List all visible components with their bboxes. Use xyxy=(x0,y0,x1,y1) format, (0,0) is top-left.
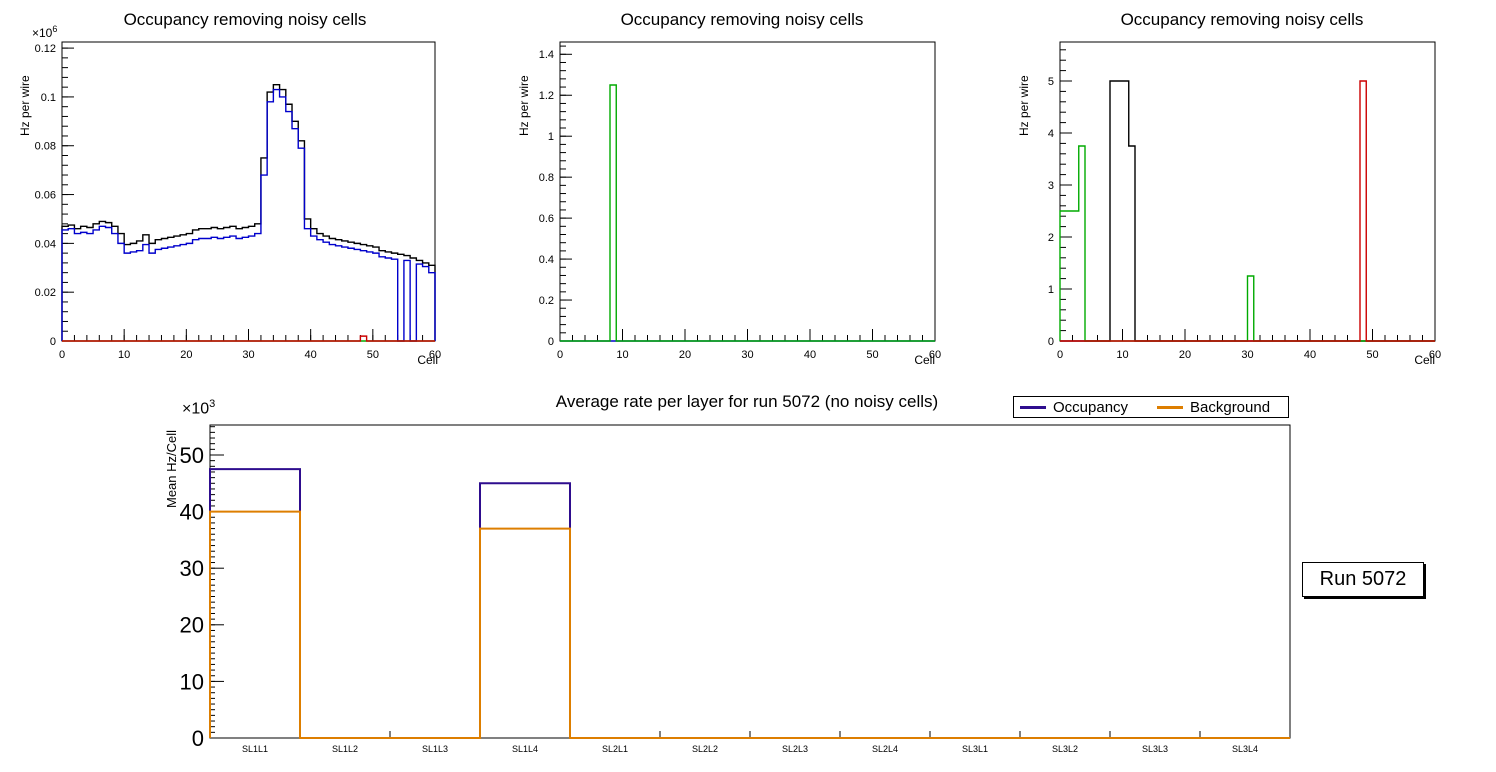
svg-text:10: 10 xyxy=(118,349,130,361)
svg-text:0.08: 0.08 xyxy=(35,141,56,153)
background-line-swatch xyxy=(1157,405,1183,409)
svg-text:0: 0 xyxy=(1048,336,1054,348)
chart-title: Occupancy removing noisy cells xyxy=(123,10,367,29)
svg-text:50: 50 xyxy=(866,349,878,361)
svg-text:1.2: 1.2 xyxy=(539,90,554,102)
svg-text:30: 30 xyxy=(741,349,753,361)
x-axis-label: Cell xyxy=(1414,353,1435,367)
chart-title: Occupancy removing noisy cells xyxy=(620,10,864,29)
svg-text:1: 1 xyxy=(548,131,554,143)
svg-text:60: 60 xyxy=(1429,349,1441,361)
histogram-middle-svg: 0 0.2 0.4 0.6 0.8 1 1.2 1.4 0 10 20 30 40 50 60 xyxy=(539,41,941,361)
svg-text:0: 0 xyxy=(557,349,563,361)
chart-title: Occupancy removing noisy cells xyxy=(1120,10,1364,29)
svg-text:50: 50 xyxy=(180,443,204,468)
chart-average-rate: 0 10 20 30 40 50 SL1L1 SL1L2 SL1L3 SL1L4 SL2L1 SL2L… xyxy=(150,390,1310,768)
svg-text:SL1L1: SL1L1 xyxy=(242,744,268,754)
scale-base: ×10 xyxy=(32,26,53,40)
chart-occupancy-left: 0 0.02 0.04 0.06 0.08 0.1 0.12 0 10 20 30 40 50 60 Oc… xyxy=(8,8,448,380)
svg-text:4: 4 xyxy=(1048,128,1054,140)
svg-text:5: 5 xyxy=(1048,76,1054,88)
svg-text:0.04: 0.04 xyxy=(35,238,56,250)
svg-text:2: 2 xyxy=(1048,232,1054,244)
x-axis-label: Cell xyxy=(914,353,935,367)
scale-exponent: 3 xyxy=(209,398,216,410)
svg-text:40: 40 xyxy=(305,349,317,361)
svg-text:SL3L4: SL3L4 xyxy=(1232,744,1258,754)
svg-text:SL1L2: SL1L2 xyxy=(332,744,358,754)
svg-text:0.6: 0.6 xyxy=(539,213,554,225)
svg-text:1: 1 xyxy=(1048,284,1054,296)
legend-label-background: Background xyxy=(1190,398,1271,416)
svg-text:60: 60 xyxy=(429,349,441,361)
svg-text:0: 0 xyxy=(50,336,56,348)
svg-text:0.02: 0.02 xyxy=(35,287,56,299)
svg-text:SL2L4: SL2L4 xyxy=(872,744,898,754)
svg-text:20: 20 xyxy=(180,349,192,361)
legend-label-occupancy: Occupancy xyxy=(1053,398,1129,416)
svg-text:40: 40 xyxy=(1304,349,1316,361)
svg-text:20: 20 xyxy=(679,349,691,361)
svg-text:50: 50 xyxy=(1366,349,1378,361)
svg-text:10: 10 xyxy=(616,349,628,361)
svg-text:0: 0 xyxy=(59,349,65,361)
svg-text:SL3L3: SL3L3 xyxy=(1142,744,1168,754)
chart-occupancy-middle: 0 0.2 0.4 0.6 0.8 1 1.2 1.4 0 10 20 30 40 50 60 Occupa… xyxy=(505,8,945,380)
y-axis-label: Mean Hz/Cell xyxy=(164,429,179,508)
legend-entry-occupancy: Occupancy xyxy=(1014,399,1151,416)
scale-exponent: 6 xyxy=(52,24,58,34)
svg-text:SL3L2: SL3L2 xyxy=(1052,744,1078,754)
y-axis-label: Hz per wire xyxy=(517,75,531,136)
legend: Occupancy Background xyxy=(1013,396,1289,418)
average-rate-svg: 0 10 20 30 40 50 SL1L1 SL1L2 SL1L3 SL1L4 SL2L1 SL2L… xyxy=(180,424,1291,754)
svg-text:10: 10 xyxy=(180,669,204,694)
svg-text:30: 30 xyxy=(180,556,204,581)
svg-text:50: 50 xyxy=(367,349,379,361)
svg-text:SL1L3: SL1L3 xyxy=(422,744,448,754)
svg-text:0: 0 xyxy=(192,726,204,751)
chart-occupancy-right: 0 1 2 3 4 5 0 10 20 30 40 50 60 Occupancy removing n… xyxy=(1005,8,1445,380)
y-axis-scale: ×103 xyxy=(182,398,215,418)
chart-title: Average rate per layer for run 5072 (no … xyxy=(555,392,939,411)
svg-text:0.2: 0.2 xyxy=(539,295,554,307)
x-axis-label: Cell xyxy=(417,353,438,367)
svg-text:0.12: 0.12 xyxy=(35,43,56,55)
histogram-left-svg: 0 0.02 0.04 0.06 0.08 0.1 0.12 0 10 20 30 40 50 60 xyxy=(35,41,441,361)
svg-text:1.4: 1.4 xyxy=(539,49,554,61)
svg-text:20: 20 xyxy=(180,613,204,638)
run-label-box: Run 5072 xyxy=(1302,562,1424,597)
y-axis-label: Hz per wire xyxy=(18,75,32,136)
svg-text:30: 30 xyxy=(1241,349,1253,361)
svg-text:SL2L3: SL2L3 xyxy=(782,744,808,754)
legend-entry-background: Background xyxy=(1151,399,1288,416)
svg-text:3: 3 xyxy=(1048,180,1054,192)
svg-text:40: 40 xyxy=(180,500,204,525)
svg-text:30: 30 xyxy=(242,349,254,361)
svg-text:20: 20 xyxy=(1179,349,1191,361)
svg-text:0.4: 0.4 xyxy=(539,254,554,266)
svg-text:SL1L4: SL1L4 xyxy=(512,744,538,754)
svg-text:0.06: 0.06 xyxy=(35,190,56,202)
svg-text:40: 40 xyxy=(804,349,816,361)
svg-text:0.1: 0.1 xyxy=(41,92,56,104)
svg-text:0: 0 xyxy=(548,336,554,348)
svg-text:SL2L2: SL2L2 xyxy=(692,744,718,754)
svg-text:10: 10 xyxy=(1116,349,1128,361)
occupancy-line-swatch xyxy=(1020,405,1046,409)
run-label: Run 5072 xyxy=(1319,568,1407,590)
svg-text:0.8: 0.8 xyxy=(539,172,554,184)
svg-text:SL2L1: SL2L1 xyxy=(602,744,628,754)
svg-text:60: 60 xyxy=(929,349,941,361)
y-axis-label: Hz per wire xyxy=(1017,75,1031,136)
scale-base: ×10 xyxy=(182,400,210,418)
y-axis-scale: ×106 xyxy=(32,24,57,40)
svg-text:SL3L1: SL3L1 xyxy=(962,744,988,754)
svg-text:0: 0 xyxy=(1057,349,1063,361)
